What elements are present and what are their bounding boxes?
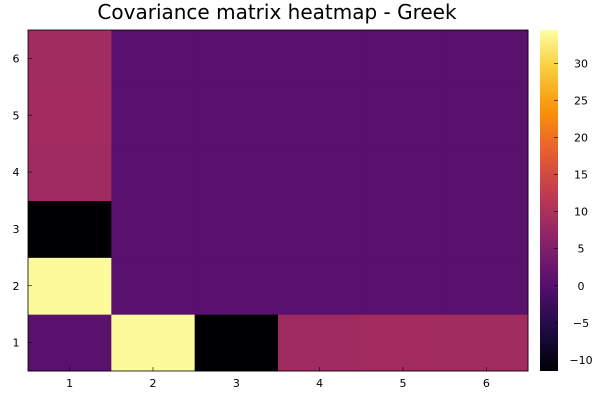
x-tick-label: 2 — [150, 377, 157, 390]
heatmap-cell-3-5 — [194, 86, 279, 145]
heatmap-cell-5-6 — [361, 30, 446, 88]
heatmap-cell-1-2 — [28, 257, 112, 315]
heatmap-cell-1-1 — [28, 314, 112, 372]
colorbar-tick-label: 20 — [574, 131, 588, 144]
colorbar — [540, 30, 558, 371]
heatmap-cell-1-5 — [28, 86, 112, 145]
heatmap-cell-4-6 — [278, 30, 362, 88]
plot-frame — [27, 29, 529, 372]
heatmap-cell-2-6 — [111, 30, 196, 88]
y-tick-label: 4 — [13, 166, 20, 179]
heatmap-cell-3-6 — [194, 30, 279, 88]
heatmap-cell-6-1 — [444, 314, 529, 372]
heatmap-cell-5-1 — [361, 314, 446, 372]
heatmap-cell-4-1 — [278, 314, 362, 372]
heatmap-cell-3-1 — [194, 314, 279, 372]
heatmap-cell-2-1 — [111, 314, 196, 372]
heatmap-cell-6-5 — [444, 86, 529, 145]
heatmap-cell-6-2 — [444, 257, 529, 315]
x-tick-label: 5 — [400, 377, 407, 390]
heatmap-cell-4-4 — [278, 143, 362, 201]
y-tick-label: 6 — [13, 52, 20, 65]
heatmap-cell-5-2 — [361, 257, 446, 315]
heatmap-cell-6-4 — [444, 143, 529, 201]
y-tick-label: 5 — [13, 109, 20, 122]
y-tick-label: 1 — [13, 337, 20, 350]
heatmap-cell-2-3 — [111, 200, 196, 258]
heatmap-cell-2-2 — [111, 257, 196, 315]
heatmap-cell-1-3 — [28, 200, 112, 258]
colorbar-tick-label: 25 — [574, 94, 588, 107]
chart-title: Covariance matrix heatmap - Greek — [97, 0, 457, 24]
heatmap-cell-4-3 — [278, 200, 362, 258]
heatmap-cell-3-2 — [194, 257, 279, 315]
heatmap-cell-4-2 — [278, 257, 362, 315]
heatmap-cell-5-5 — [361, 86, 446, 145]
colorbar-tick-label: 15 — [574, 169, 588, 182]
heatmap-cell-3-4 — [194, 143, 279, 201]
y-axis-ticks: 1 2 3 4 5 6 — [13, 52, 32, 350]
heatmap-cell-5-4 — [361, 143, 446, 201]
colorbar-tick-label: 0 — [578, 280, 585, 293]
heatmap-cell-1-4 — [28, 143, 112, 201]
y-tick-label: 2 — [13, 280, 20, 293]
x-tick-label: 6 — [483, 377, 490, 390]
heatmap-cell-5-3 — [361, 200, 446, 258]
colorbar-tick-label: 10 — [574, 206, 588, 219]
colorbar-tick-label: 30 — [574, 57, 588, 70]
heatmap-cell-2-4 — [111, 143, 196, 201]
colorbar-ticks: −10 −5 0 5 10 15 20 25 30 — [554, 57, 593, 367]
x-tick-label: 3 — [233, 377, 240, 390]
heatmap-cell-3-3 — [194, 200, 279, 258]
x-tick-label: 4 — [316, 377, 323, 390]
heatmap-cell-4-5 — [278, 86, 362, 145]
y-tick-label: 3 — [13, 223, 20, 236]
x-axis-ticks: 1 2 3 4 5 6 — [66, 367, 490, 390]
x-tick-label: 1 — [66, 377, 73, 390]
colorbar-tick-label: −5 — [573, 317, 589, 330]
heatmap-cell-6-6 — [444, 30, 529, 88]
colorbar-tick-label: −10 — [569, 354, 592, 367]
heatmap-cells — [28, 30, 529, 372]
colorbar-tick-label: 5 — [578, 243, 585, 256]
heatmap-cell-6-3 — [444, 200, 529, 258]
heatmap-cell-2-5 — [111, 86, 196, 145]
heatmap-cell-1-6 — [28, 30, 112, 88]
